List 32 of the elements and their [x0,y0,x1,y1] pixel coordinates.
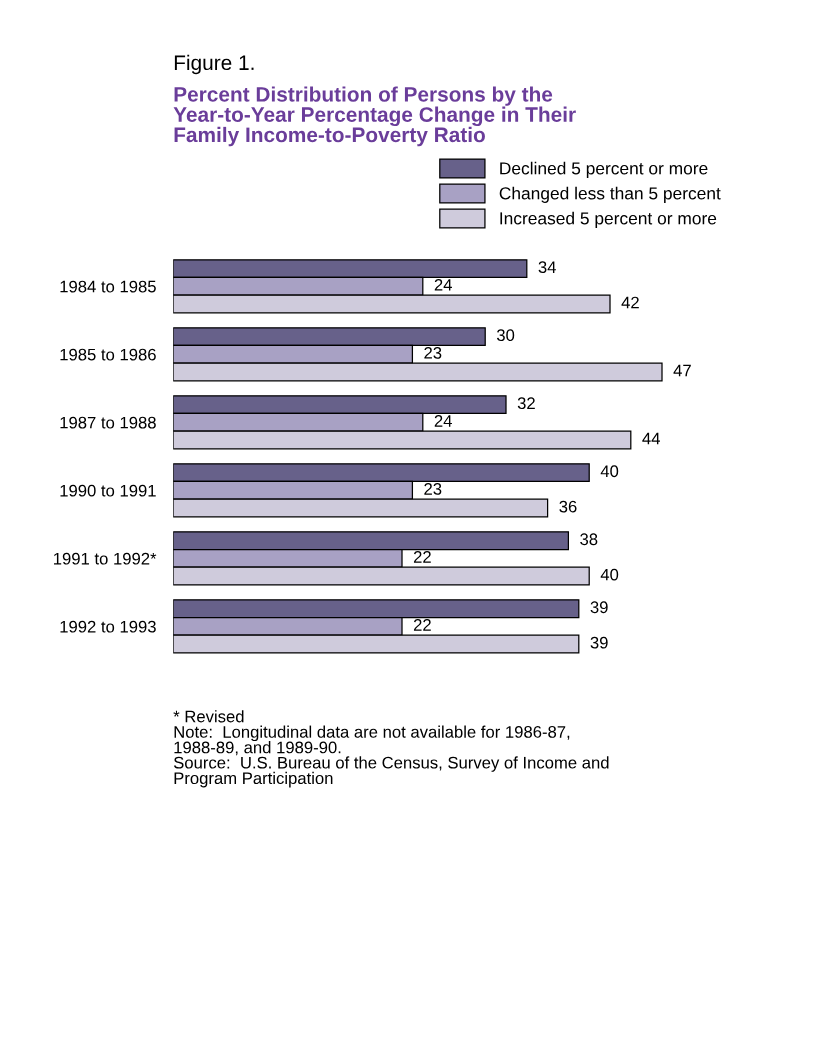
text: * Revised [173,710,244,723]
y-tick-label: 1992 to 1993 [60,620,156,633]
legend-label: Increased 5 percent or more [500,211,717,228]
data-label: 30 [496,329,515,342]
data-label: 36 [559,500,577,513]
data-label: 34 [538,261,556,274]
data-label: 39 [590,601,608,614]
chart-title: Figure 1. [174,54,254,75]
y-tick-label: 1991 to 1992* [54,552,157,565]
chart-subtitle: Percent Distribution of Persons by the Year-to-Year Percentage Change in Their Family Income-to-Poverty Ratio [173,86,576,147]
data-label: 22 [413,619,431,631]
source-note: Source: U.S. Bureau of the Census, Survey of Income and Program Participation [173,756,609,788]
legend-label: Changed less than 5 percent [499,186,721,203]
data-label: 40 [600,465,619,478]
y-tick-label: 1985 to 1986 [60,348,156,361]
data-label: 23 [424,483,442,495]
data-label: 44 [642,432,660,445]
data-label: 39 [590,636,608,649]
data-label: 24 [434,414,452,427]
y-tick-label: 1987 to 1988 [60,416,156,429]
data-label: 32 [517,397,535,410]
data-label: 38 [580,533,598,546]
legend-label: Declined 5 percent or more [500,161,708,178]
data-label: 23 [424,346,442,359]
data-label: 24 [434,278,452,291]
data-label: 42 [621,296,639,309]
text: Note: Longitudinal data are not available for 1986-87, 1988-89, and 1989-90. [174,725,570,756]
y-tick-label: 1990 to 1991 [60,484,156,497]
data-label: 22 [413,551,431,563]
data-label: 47 [673,364,691,377]
data-label: 40 [600,568,619,581]
y-tick-label: 1984 to 1985 [60,280,156,293]
